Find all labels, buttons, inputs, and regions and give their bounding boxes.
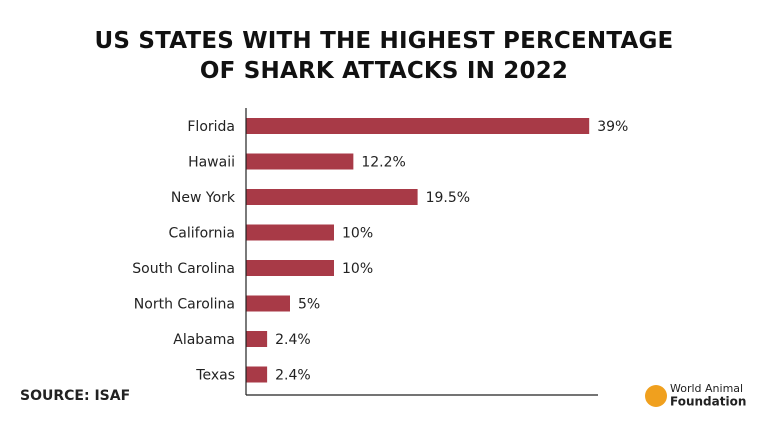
category-label: New York bbox=[171, 190, 236, 206]
bar bbox=[246, 366, 268, 383]
value-label: 12.2% bbox=[361, 155, 405, 171]
category-label: North Carolina bbox=[134, 297, 235, 313]
bar bbox=[246, 260, 334, 276]
value-label: 10% bbox=[342, 261, 373, 277]
source: SOURCE: ISAF bbox=[20, 388, 130, 404]
category-label: South Carolina bbox=[132, 261, 235, 277]
bar bbox=[246, 295, 290, 312]
logo-icon bbox=[645, 385, 667, 407]
value-label: 19.5% bbox=[426, 190, 470, 206]
bar bbox=[246, 189, 418, 205]
value-label: 10% bbox=[342, 226, 373, 242]
category-label: Texas bbox=[195, 368, 235, 384]
category-label: Hawaii bbox=[188, 155, 235, 171]
chart-title: US STATES WITH THE HIGHEST PERCENTAGE OF… bbox=[94, 28, 674, 84]
value-label: 39% bbox=[597, 119, 628, 135]
bar bbox=[246, 153, 354, 170]
bar bbox=[246, 331, 268, 347]
logo-line2: Foundation bbox=[670, 395, 746, 409]
category-label: California bbox=[169, 226, 235, 242]
bar bbox=[246, 224, 334, 241]
value-label: 5% bbox=[298, 297, 320, 313]
value-label: 2.4% bbox=[275, 368, 311, 384]
logo-line1: World Animal bbox=[670, 382, 743, 395]
value-label: 2.4% bbox=[275, 332, 311, 348]
category-label: Alabama bbox=[173, 332, 235, 348]
bar bbox=[246, 118, 590, 134]
category-label: Florida bbox=[187, 119, 235, 135]
